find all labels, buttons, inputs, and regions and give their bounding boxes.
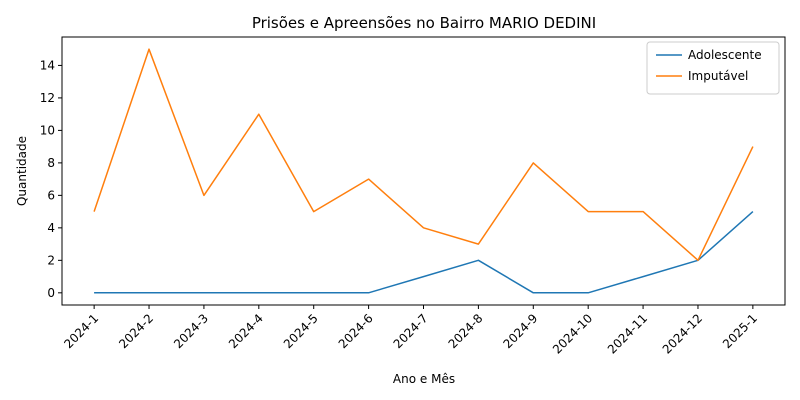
x-tick-label: 2024-5: [281, 311, 321, 351]
x-tick-label: 2024-8: [446, 311, 486, 351]
y-tick-label: 10: [40, 123, 55, 137]
chart-title: Prisões e Apreensões no Bairro MARIO DED…: [252, 14, 596, 32]
x-tick-label: 2024-1: [61, 311, 101, 351]
y-tick-label: 2: [47, 253, 55, 267]
x-axis: 2024-1 2024-2 2024-3 2024-4 2024-5 2024-6 2024…: [61, 305, 760, 357]
x-tick-label: 2024-12: [660, 311, 705, 356]
y-tick-label: 12: [40, 91, 55, 105]
x-tick-label: 2024-3: [171, 311, 211, 351]
x-tick-label: 2024-11: [605, 311, 650, 356]
y-tick-label: 0: [47, 286, 55, 300]
y-tick-label: 8: [47, 156, 55, 170]
x-tick-label: 2024-9: [500, 311, 540, 351]
series-line-imputavel: [93, 48, 754, 262]
y-tick-label: 6: [47, 188, 55, 202]
legend-label-adolescente: Adolescente: [688, 48, 762, 62]
x-tick-label: 2024-4: [226, 311, 266, 351]
x-tick-label: 2024-2: [116, 311, 156, 351]
legend-label-imputavel: Imputável: [688, 69, 748, 83]
x-tick-label: 2025-1: [720, 311, 760, 351]
legend: Adolescente Imputável: [646, 41, 780, 95]
series-lines: [93, 48, 754, 294]
x-tick-label: 2024-7: [391, 311, 431, 351]
y-axis-label: Quantidade: [15, 136, 29, 206]
series-line-adolescente: [94, 211, 754, 294]
y-axis: 0 2 4 6 8 10 12 14: [40, 58, 62, 300]
x-axis-label: Ano e Mês: [393, 372, 455, 386]
y-tick-label: 14: [40, 58, 55, 72]
x-tick-label: 2024-6: [336, 311, 376, 351]
y-tick-label: 4: [47, 221, 55, 235]
x-tick-label: 2024-10: [550, 311, 595, 356]
